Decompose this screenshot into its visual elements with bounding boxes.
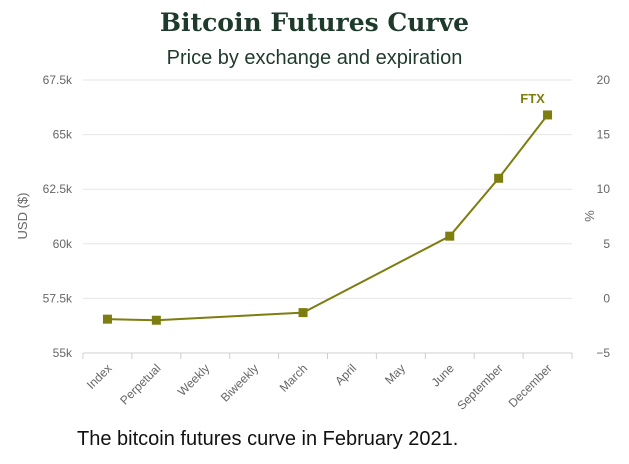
data-point <box>494 173 504 183</box>
y2-tick-label: 0 <box>603 291 610 305</box>
data-point <box>151 315 161 325</box>
y-tick-label: 62.5k <box>43 182 73 196</box>
x-axis-ticks: Index Perpetual Weekly Biweekly March April Ma… <box>82 352 573 413</box>
data-point <box>102 314 112 324</box>
y2-axis-title: % <box>582 210 597 222</box>
data-point <box>445 231 455 241</box>
series-label: FTX <box>520 91 545 106</box>
y2-axis-ticks: −5 0 5 10 15 20 <box>596 73 610 360</box>
series-line <box>107 114 549 322</box>
y2-tick-label: 20 <box>597 73 611 87</box>
chart-subtitle: Price by exchange and expiration <box>166 47 463 69</box>
x-tick-label: Perpetual <box>117 361 163 407</box>
x-tick-label: Index <box>84 361 115 392</box>
y2-tick-label: −5 <box>596 346 610 360</box>
y-tick-label: 67.5k <box>43 73 73 87</box>
x-tick-label: March <box>277 361 310 394</box>
data-point <box>298 308 308 318</box>
x-tick-label: Weekly <box>175 361 213 399</box>
chart-title: Bitcoin Futures Curve <box>159 8 470 37</box>
x-tick-label: December <box>506 361 555 410</box>
y-tick-label: 60k <box>53 237 73 251</box>
x-tick-label: May <box>382 361 408 387</box>
x-tick-label: Biweekly <box>218 361 261 404</box>
chart-canvas: 55k 57.5k 60k 62.5k 65k 67.5k −5 0 5 10 15 20 Inde… <box>15 73 610 413</box>
y2-tick-label: 5 <box>603 237 610 251</box>
y2-tick-label: 10 <box>597 182 611 196</box>
figure-caption: The bitcoin futures curve in February 20… <box>77 428 459 450</box>
x-tick-label: April <box>332 361 359 388</box>
x-tick-label: June <box>429 361 458 390</box>
y-axis-ticks: 55k 57.5k 60k 62.5k 65k 67.5k <box>43 73 73 360</box>
y-tick-label: 57.5k <box>43 291 73 305</box>
y2-tick-label: 15 <box>597 128 611 142</box>
x-tick-label: September <box>454 361 505 412</box>
gridlines <box>83 79 572 354</box>
y-tick-label: 55k <box>53 346 73 360</box>
data-point <box>543 110 553 120</box>
y-axis-title: USD ($) <box>15 193 30 240</box>
series-layer: FTX <box>102 91 553 325</box>
y-tick-label: 65k <box>53 128 73 142</box>
